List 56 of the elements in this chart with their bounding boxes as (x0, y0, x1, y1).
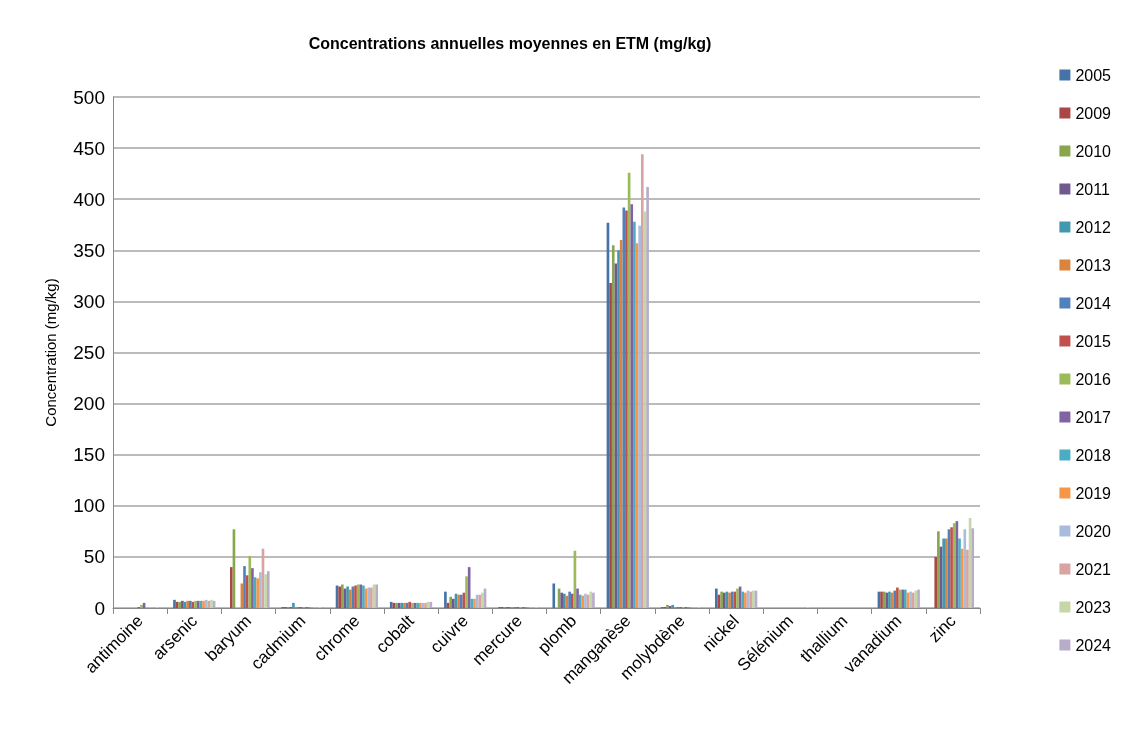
legend-label: 2024 (1075, 636, 1112, 654)
legend-label: 2009 (1075, 104, 1112, 122)
bar (934, 556, 938, 608)
y-tick-label: 400 (73, 188, 105, 210)
y-tick-label: 350 (73, 239, 105, 261)
legend-label: 2016 (1075, 370, 1112, 388)
y-tick-label: 500 (73, 86, 105, 108)
legend-label: 2023 (1075, 598, 1112, 616)
legend-label: 2013 (1075, 256, 1112, 274)
legend-label: 2019 (1075, 484, 1112, 502)
bar (646, 186, 649, 608)
legend-label: 2005 (1075, 66, 1112, 84)
legend-label: 2010 (1075, 142, 1112, 160)
y-tick-label: 200 (73, 393, 105, 415)
y-tick-label: 250 (73, 342, 105, 363)
legend-label: 2018 (1075, 446, 1112, 464)
bar (715, 588, 718, 608)
legend-label: 2021 (1075, 560, 1112, 578)
bar (937, 531, 940, 608)
bar (609, 283, 612, 608)
y-tick-label: 150 (73, 444, 105, 466)
legend-label: 2014 (1075, 294, 1112, 312)
bar (633, 221, 636, 608)
bar (465, 576, 468, 608)
bar (248, 555, 252, 608)
bar (444, 591, 447, 608)
bar (467, 567, 471, 608)
bar (552, 583, 556, 608)
bar (971, 528, 975, 608)
bar (611, 245, 615, 608)
legend-label: 2015 (1075, 332, 1112, 350)
y-tick-label: 450 (73, 137, 105, 159)
bar (630, 204, 634, 608)
y-tick-label: 100 (73, 495, 105, 517)
legend-label: 2011 (1075, 180, 1110, 198)
legend-label: 2017 (1075, 408, 1112, 426)
bar (292, 602, 295, 608)
y-tick-label: 0 (94, 597, 105, 619)
x-tick-label: zinc (924, 610, 960, 647)
bar (576, 588, 579, 608)
legend-label: 2020 (1075, 522, 1112, 540)
bar (966, 549, 969, 608)
bar (259, 572, 262, 608)
legend-label: 2012 (1075, 218, 1112, 236)
bar (229, 567, 233, 608)
bar (963, 529, 967, 608)
bar (617, 250, 620, 608)
chart-title: Concentrations annuelles moyennes en ETM (mg/kg) (308, 34, 712, 52)
bar (638, 225, 641, 608)
bar (640, 154, 644, 608)
y-tick-label: 50 (83, 546, 105, 568)
bar (243, 566, 246, 608)
y-tick-label: 300 (73, 290, 105, 312)
bar (958, 538, 961, 608)
bar (251, 568, 254, 608)
y-axis-title: Concentration (mg/kg) (42, 278, 59, 427)
